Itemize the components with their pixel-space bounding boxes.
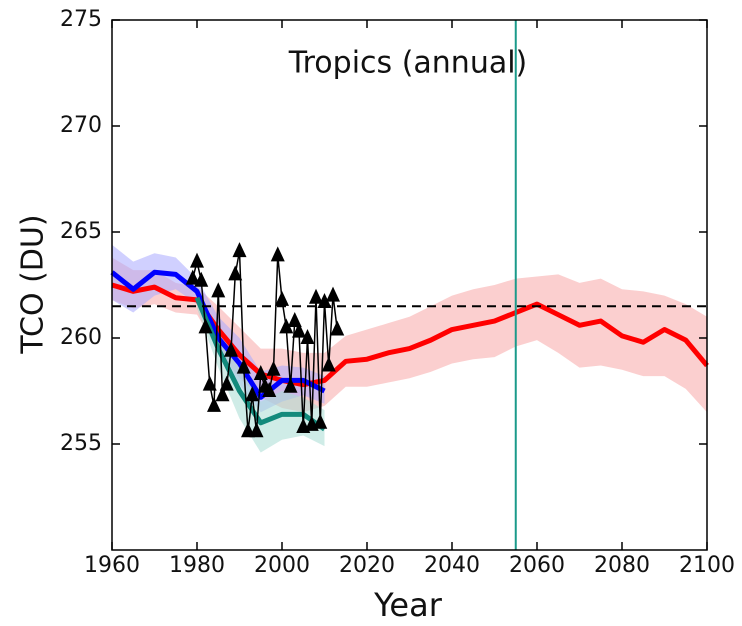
triangle-marker <box>245 386 260 402</box>
triangle-marker <box>190 252 204 268</box>
triangle-marker <box>236 358 251 374</box>
triangle-marker <box>292 322 306 338</box>
triangle-marker <box>219 375 234 391</box>
triangle-marker <box>309 288 323 304</box>
y-tick-label: 255 <box>60 431 102 456</box>
x-tick-label: 2100 <box>679 553 735 578</box>
triangle-marker <box>198 318 213 334</box>
triangle-marker <box>270 246 285 262</box>
triangle-marker <box>266 360 281 376</box>
x-tick-label: 1980 <box>169 553 225 578</box>
plot-frame <box>111 19 708 551</box>
triangle-marker <box>283 377 298 393</box>
triangle-marker <box>313 413 328 429</box>
triangle-marker <box>275 290 289 306</box>
series-line <box>110 269 326 400</box>
x-tick-label: 2020 <box>339 553 395 578</box>
x-axis-label: Year <box>373 586 443 624</box>
triangle-marker <box>279 318 294 334</box>
triangle-marker <box>249 422 264 438</box>
y-tick-label: 270 <box>60 113 102 138</box>
triangle-marker <box>215 386 230 402</box>
triangle-marker <box>326 286 340 302</box>
triangle-marker <box>211 282 226 298</box>
triangle-marker <box>300 329 315 344</box>
triangle-marker <box>232 242 247 258</box>
x-tick-label: 2000 <box>254 553 310 578</box>
triangle-marker <box>262 382 277 397</box>
y-tick-label: 265 <box>60 219 102 244</box>
triangle-marker <box>202 375 217 391</box>
y-tick-label: 275 <box>60 7 102 32</box>
triangle-marker <box>185 269 200 285</box>
x-tick-label: 1960 <box>84 553 140 578</box>
triangle-marker <box>253 365 268 381</box>
x-tick-label: 2040 <box>424 553 480 578</box>
y-tick-label: 260 <box>60 325 102 350</box>
triangle-marker <box>330 320 345 336</box>
x-tick-label: 2060 <box>509 553 565 578</box>
triangle-marker <box>321 356 336 372</box>
uncertainty-band <box>197 289 325 453</box>
triangle-marker <box>224 341 238 357</box>
triangle-marker <box>194 271 209 287</box>
triangle-marker <box>287 312 302 328</box>
y-axis-label: TCO (DU) <box>16 214 51 354</box>
triangle-marker <box>207 396 221 412</box>
x-tick-label: 2080 <box>594 553 650 578</box>
chart-title: Tropics (annual) <box>288 46 528 81</box>
triangle-marker <box>317 292 332 308</box>
triangle-marker <box>228 265 243 281</box>
